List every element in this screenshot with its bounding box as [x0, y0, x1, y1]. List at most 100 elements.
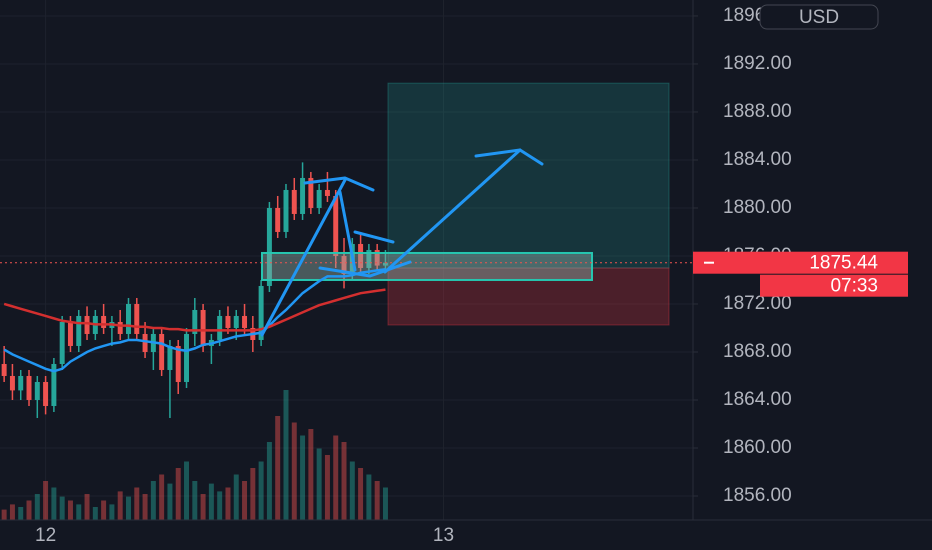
candle-body — [258, 285, 264, 340]
volume-bar — [43, 481, 49, 520]
currency-label: USD — [799, 7, 839, 28]
y-tick-label: 1856.00 — [723, 485, 792, 506]
candle-body — [167, 345, 173, 370]
volume-bar — [308, 429, 314, 520]
y-tick-label: 1888.00 — [723, 101, 792, 122]
drawings — [260, 148, 544, 337]
volume-bar — [134, 487, 140, 520]
volume-bar — [324, 455, 330, 520]
volume-bar — [9, 504, 15, 520]
y-tick-label: 1864.00 — [723, 389, 792, 410]
volume-bar — [92, 507, 98, 520]
candle-body — [217, 315, 223, 340]
grid — [0, 0, 693, 520]
x-tick-label: 13 — [433, 525, 454, 546]
candle-body — [192, 309, 198, 334]
moving-average — [3, 267, 386, 373]
candle-body — [300, 177, 306, 214]
candle-body — [43, 381, 49, 406]
candle-body — [59, 321, 65, 364]
candle-body — [76, 315, 82, 346]
candle-body — [134, 303, 140, 334]
candle-body — [142, 333, 148, 352]
target-zone — [387, 82, 670, 269]
arrow-head — [474, 148, 544, 166]
volume-bar — [117, 491, 123, 520]
candle-body — [67, 321, 73, 346]
candle-body — [358, 243, 364, 268]
candle-body — [159, 333, 165, 370]
volume-bar — [167, 483, 173, 520]
volume-bar — [101, 500, 107, 520]
volume-bar — [349, 461, 355, 520]
volume-bar — [341, 442, 347, 520]
volume-bar — [358, 468, 364, 520]
volume-bar — [67, 500, 73, 520]
volume-bar — [382, 487, 388, 520]
volume-bar — [333, 435, 339, 520]
candle-body — [1, 363, 7, 376]
volume-bar — [233, 474, 239, 520]
volume-bar — [217, 491, 223, 520]
candle-body — [26, 375, 32, 400]
candle-body — [34, 381, 40, 400]
candle-body — [101, 315, 107, 328]
volume-bar — [374, 481, 380, 520]
volume-bar — [175, 468, 181, 520]
volume-bar — [291, 422, 297, 520]
volume-bar — [300, 435, 306, 520]
candle-body — [242, 315, 248, 328]
candle-body — [84, 315, 90, 334]
moving-averages — [0, 262, 693, 373]
trend-line — [338, 190, 357, 272]
stop-zone — [387, 267, 670, 326]
trend-line — [353, 230, 395, 244]
candle-body — [233, 315, 239, 328]
volume-bar — [366, 474, 372, 520]
volume-bar — [225, 487, 231, 520]
candle-body — [9, 375, 15, 391]
candle-body — [175, 345, 181, 382]
volume-bar — [59, 496, 65, 520]
volume-bar — [150, 481, 156, 520]
trend-line — [303, 176, 375, 192]
countdown-tag — [760, 274, 908, 297]
candle-body — [126, 303, 131, 334]
volume-bar — [208, 483, 214, 520]
volume-bar — [250, 468, 256, 520]
currency-button[interactable] — [759, 4, 879, 30]
moving-average — [3, 288, 386, 332]
candle-body — [382, 262, 388, 266]
volume-bar — [200, 494, 206, 520]
volume-bar — [184, 461, 189, 520]
volume-bar — [51, 487, 57, 520]
trend-line — [318, 260, 412, 278]
volume-bar — [275, 416, 281, 520]
candle-body — [225, 315, 231, 328]
volume-bar — [266, 442, 272, 520]
candle-body — [51, 363, 57, 406]
candle-body — [266, 207, 272, 286]
candle-body — [283, 189, 289, 232]
volume-bar — [258, 461, 264, 520]
volume-bar — [142, 494, 148, 520]
y-tick-label: 1872.00 — [723, 293, 792, 314]
y-tick-label: 1868.00 — [723, 341, 792, 362]
volume-bar — [109, 504, 115, 520]
volume-bar — [26, 500, 32, 520]
candle-body — [374, 249, 380, 266]
volume-bar — [76, 504, 82, 520]
zone — [261, 251, 593, 281]
volume-bar — [34, 494, 40, 520]
candle-body — [316, 189, 322, 208]
candle-body — [366, 249, 372, 268]
x-tick-label: 12 — [35, 525, 56, 546]
countdown-label: 07:33 — [830, 276, 878, 297]
candle-body — [18, 375, 24, 391]
candle-body — [341, 255, 347, 274]
candle-body — [308, 177, 314, 208]
y-tick-label: 1892.00 — [723, 53, 792, 74]
volume-bar — [1, 509, 7, 520]
